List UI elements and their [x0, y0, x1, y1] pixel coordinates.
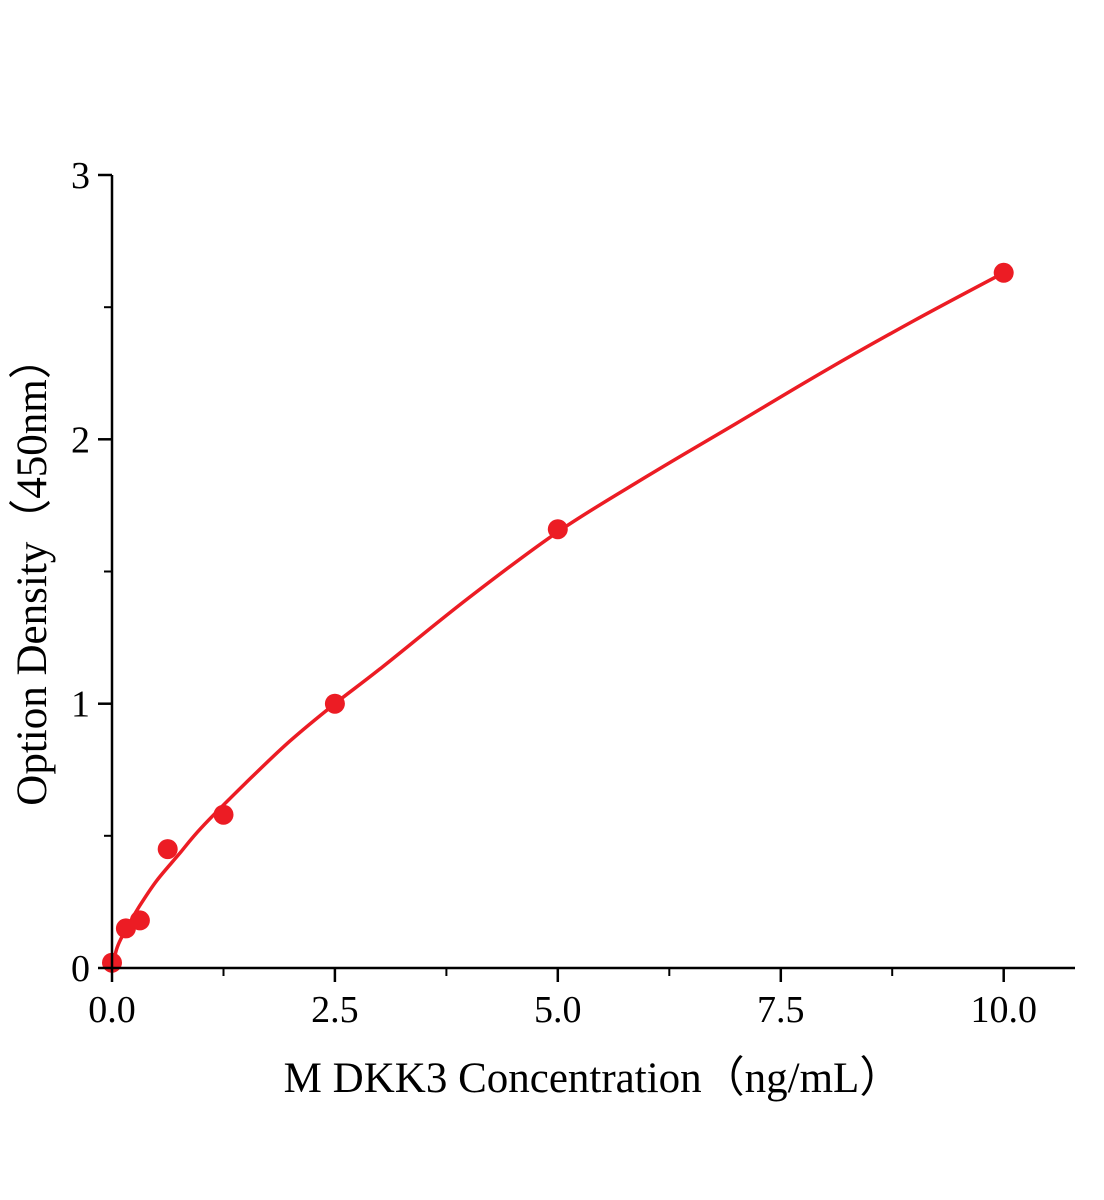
data-point	[993, 262, 1014, 283]
y-tick-label: 3	[71, 155, 90, 197]
y-tick-label: 1	[71, 684, 90, 726]
data-point	[547, 519, 568, 540]
x-tick-label: 5.0	[534, 989, 582, 1031]
x-tick-label: 2.5	[311, 989, 359, 1031]
data-point	[324, 693, 345, 714]
data-point	[157, 839, 178, 860]
x-axis-title: M DKK3 Concentration（ng/mL）	[284, 1055, 903, 1102]
axis-lines	[110, 175, 1075, 970]
data-point	[129, 910, 150, 931]
plot-area: 0.0 2.5 5.0 7.5 10.0 0 1 2 3	[71, 155, 1075, 1031]
x-tick-label: 0.0	[88, 989, 136, 1031]
data-point	[213, 804, 234, 825]
y-tick-label: 0	[71, 948, 90, 990]
fit-curve	[110, 271, 1006, 970]
x-tick-label: 7.5	[757, 989, 805, 1031]
x-tick-label: 10.0	[970, 989, 1037, 1031]
y-tick-label: 2	[71, 419, 90, 461]
y-axis-title: Option Density（450nm）	[9, 336, 56, 805]
